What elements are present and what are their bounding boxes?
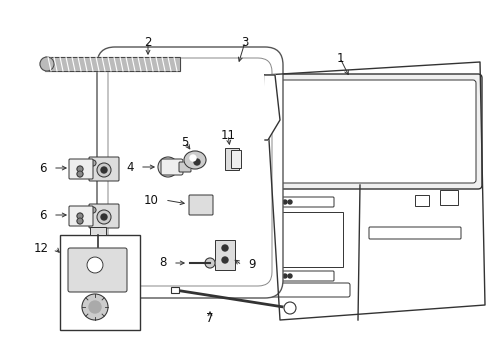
FancyBboxPatch shape	[69, 206, 93, 226]
Circle shape	[222, 245, 227, 251]
FancyBboxPatch shape	[265, 283, 349, 297]
Text: 12: 12	[34, 242, 49, 255]
FancyBboxPatch shape	[108, 58, 271, 286]
Circle shape	[90, 160, 96, 166]
FancyBboxPatch shape	[97, 47, 283, 298]
Bar	[224, 148, 239, 170]
Circle shape	[287, 274, 291, 278]
Text: 1: 1	[336, 51, 343, 64]
FancyBboxPatch shape	[368, 227, 460, 239]
Circle shape	[194, 159, 200, 165]
Circle shape	[283, 274, 286, 278]
Circle shape	[90, 207, 96, 213]
Text: 7: 7	[206, 311, 213, 324]
Circle shape	[101, 214, 107, 220]
Bar	[90, 227, 106, 235]
Bar	[414, 195, 428, 206]
Bar	[278, 212, 342, 267]
Text: 11: 11	[220, 129, 235, 141]
Circle shape	[222, 257, 227, 263]
Text: 8: 8	[159, 256, 167, 270]
Circle shape	[283, 200, 286, 204]
Polygon shape	[264, 75, 280, 140]
FancyBboxPatch shape	[68, 248, 127, 292]
FancyBboxPatch shape	[89, 204, 119, 228]
Circle shape	[89, 301, 101, 313]
Circle shape	[101, 167, 107, 173]
FancyBboxPatch shape	[89, 157, 119, 181]
Text: 9: 9	[247, 258, 255, 271]
Text: 2: 2	[144, 36, 151, 49]
FancyBboxPatch shape	[161, 159, 183, 175]
Text: 5: 5	[181, 135, 188, 149]
Circle shape	[204, 258, 215, 268]
Circle shape	[77, 218, 83, 224]
Circle shape	[82, 294, 108, 320]
FancyBboxPatch shape	[264, 74, 481, 189]
FancyBboxPatch shape	[179, 162, 191, 172]
FancyBboxPatch shape	[189, 195, 213, 215]
Text: 3: 3	[241, 36, 248, 49]
FancyBboxPatch shape	[276, 197, 333, 207]
Circle shape	[190, 155, 196, 161]
Bar	[60, 235, 140, 330]
Bar	[45, 57, 180, 71]
Bar	[230, 150, 241, 168]
Circle shape	[77, 213, 83, 219]
Circle shape	[87, 257, 103, 273]
Bar	[215, 240, 235, 270]
Circle shape	[158, 157, 178, 177]
Ellipse shape	[183, 151, 205, 169]
Circle shape	[77, 171, 83, 177]
Bar	[439, 190, 457, 205]
Circle shape	[40, 57, 54, 71]
Circle shape	[97, 210, 111, 224]
Circle shape	[77, 166, 83, 172]
FancyBboxPatch shape	[269, 80, 475, 183]
Text: 10: 10	[144, 194, 159, 207]
Circle shape	[287, 200, 291, 204]
FancyBboxPatch shape	[276, 271, 333, 281]
Text: 4: 4	[126, 161, 134, 174]
Circle shape	[97, 163, 111, 177]
Circle shape	[284, 302, 295, 314]
FancyBboxPatch shape	[69, 159, 93, 179]
Text: 6: 6	[40, 208, 47, 221]
Text: 6: 6	[40, 162, 47, 175]
Bar	[171, 287, 179, 293]
